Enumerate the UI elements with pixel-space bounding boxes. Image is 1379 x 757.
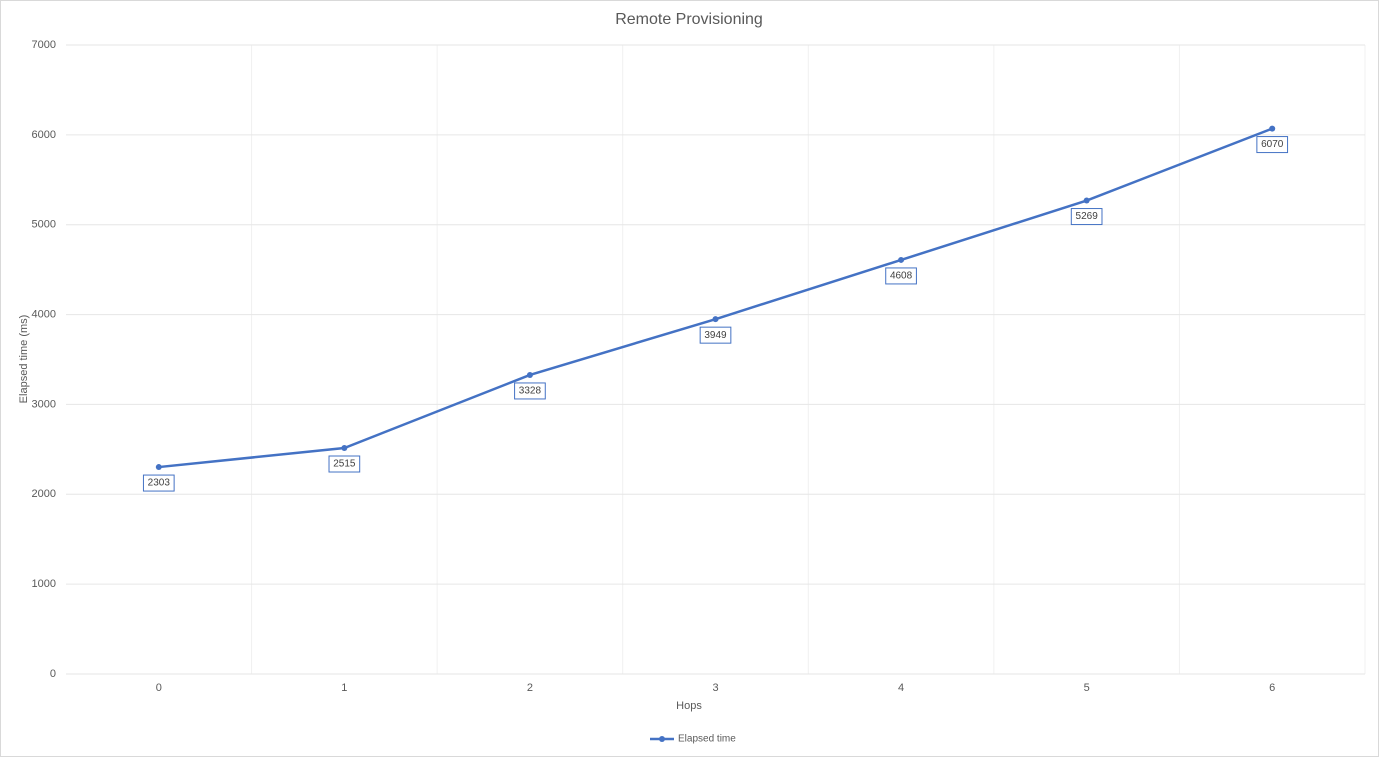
x-tick-label: 2 — [527, 682, 533, 694]
data-label-box — [699, 326, 732, 344]
legend-label: Elapsed time — [678, 734, 736, 745]
y-tick-label: 1000 — [32, 578, 56, 590]
data-label: 3949 — [699, 326, 732, 344]
y-tick-label: 4000 — [32, 308, 56, 320]
data-label-box — [1070, 208, 1103, 226]
x-tick-label: 4 — [898, 682, 904, 694]
data-label-text: 5269 — [1076, 211, 1099, 222]
data-label-text: 6070 — [1261, 139, 1284, 150]
data-label-box — [1256, 136, 1289, 154]
x-tick-label: 6 — [1269, 682, 1275, 694]
data-label: 3328 — [514, 382, 546, 400]
data-label-text: 4608 — [890, 271, 913, 282]
y-tick-label: 2000 — [32, 488, 56, 500]
chart-title: Remote Provisioning — [615, 11, 763, 28]
y-tick-label: 0 — [50, 668, 56, 680]
data-point — [155, 464, 162, 471]
data-point — [712, 316, 719, 323]
y-tick-label: 5000 — [32, 219, 56, 231]
data-label-box — [328, 455, 361, 473]
legend-marker — [659, 736, 665, 742]
x-tick-label: 5 — [1084, 682, 1090, 694]
x-tick-label: 3 — [712, 682, 718, 694]
data-label-box — [885, 267, 917, 285]
y-tick-label: 3000 — [32, 398, 56, 410]
data-point — [1269, 125, 1276, 132]
data-label: 6070 — [1256, 136, 1289, 154]
y-axis-title: Elapsed time (ms) — [18, 315, 30, 404]
data-label-text: 3949 — [704, 330, 727, 341]
y-tick-label: 6000 — [32, 129, 56, 141]
x-tick-label: 0 — [156, 682, 162, 694]
y-tick-label: 7000 — [32, 39, 56, 51]
data-label-text: 2515 — [333, 459, 356, 470]
data-label: 2515 — [328, 455, 361, 473]
data-label-text: 2303 — [148, 478, 171, 489]
data-point — [1083, 197, 1090, 204]
data-label: 4608 — [885, 267, 917, 285]
x-tick-label: 1 — [341, 682, 347, 694]
x-axis-title: Hops — [676, 700, 702, 712]
data-point — [526, 371, 533, 378]
data-label: 5269 — [1070, 208, 1103, 226]
data-point — [898, 256, 905, 263]
data-label: 2303 — [142, 474, 175, 492]
data-label-box — [514, 382, 546, 400]
data-point — [341, 445, 348, 452]
data-label-box — [142, 474, 175, 492]
data-label-text: 3328 — [519, 386, 542, 397]
